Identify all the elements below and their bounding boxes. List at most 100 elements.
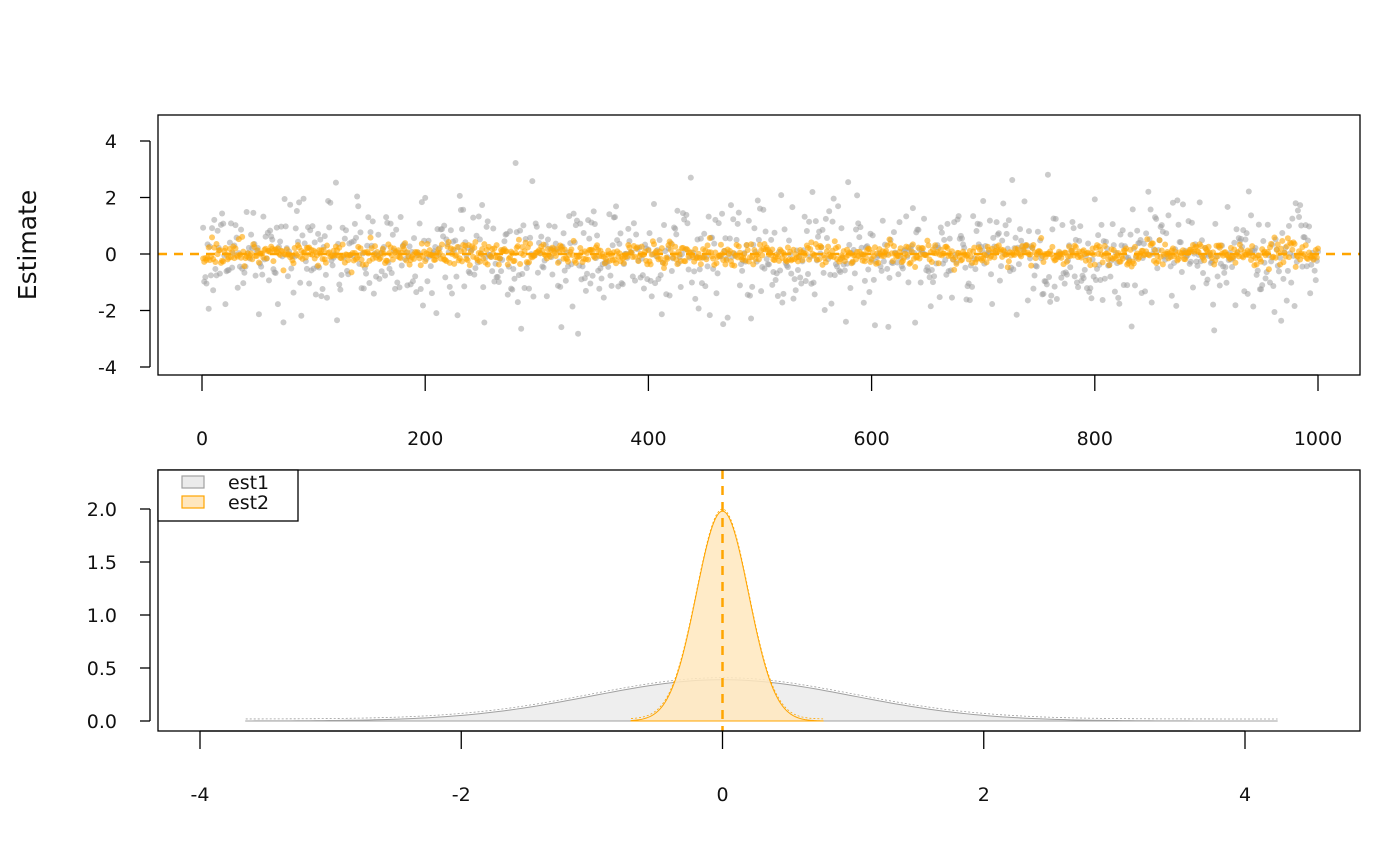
- point-est1: [355, 203, 362, 210]
- point-est2: [1023, 242, 1030, 249]
- point-est1: [214, 227, 221, 234]
- point-est2: [1292, 263, 1299, 270]
- point-est1: [1012, 234, 1019, 241]
- point-est1: [633, 231, 640, 238]
- point-est2: [471, 244, 478, 251]
- x-tick-label-top: 800: [1077, 428, 1113, 450]
- point-est1: [1283, 297, 1290, 304]
- point-est2: [239, 233, 246, 240]
- point-est1: [587, 280, 594, 287]
- point-est2: [426, 247, 433, 254]
- point-est2: [320, 246, 327, 253]
- point-est1: [428, 290, 435, 297]
- point-est1: [1223, 279, 1230, 286]
- density-est2: [630, 510, 824, 722]
- point-est1: [613, 203, 620, 210]
- point-est1: [546, 222, 553, 229]
- point-est2: [323, 242, 330, 249]
- point-est1: [630, 220, 637, 227]
- point-est1: [774, 292, 781, 299]
- point-est1: [1211, 327, 1218, 334]
- point-est1: [1128, 323, 1135, 330]
- point-est2: [1315, 245, 1321, 252]
- point-est1: [648, 293, 655, 300]
- y-tick-label-bottom: 2.0: [87, 499, 117, 521]
- point-est1: [1109, 221, 1116, 228]
- point-est1: [490, 225, 497, 232]
- point-est2: [216, 247, 223, 254]
- point-est1: [1010, 266, 1017, 273]
- point-est1: [831, 272, 838, 279]
- point-est1: [609, 242, 616, 249]
- point-est1: [1085, 240, 1092, 247]
- point-est2: [1028, 262, 1035, 269]
- point-est1: [768, 236, 775, 243]
- point-est1: [781, 226, 788, 233]
- point-est1: [1148, 299, 1155, 306]
- point-est2: [944, 245, 951, 252]
- point-est1: [293, 208, 300, 215]
- point-est1: [1053, 295, 1060, 302]
- point-est1: [1127, 231, 1134, 238]
- point-est2: [540, 241, 547, 248]
- legend-swatch-est2: [181, 495, 205, 509]
- point-est2: [418, 240, 425, 247]
- point-est1: [847, 284, 854, 291]
- point-est1: [205, 305, 212, 312]
- point-est1: [232, 222, 239, 229]
- point-est1: [619, 281, 626, 288]
- point-est2: [928, 259, 935, 266]
- point-est2: [976, 246, 983, 253]
- point-est1: [1238, 235, 1244, 242]
- point-est1: [691, 268, 698, 275]
- point-est2: [232, 245, 239, 252]
- point-est1: [476, 236, 483, 243]
- point-est1: [363, 270, 370, 277]
- point-est2: [1086, 257, 1093, 264]
- point-est2: [222, 245, 229, 252]
- point-est1: [580, 230, 587, 237]
- point-est2: [459, 258, 466, 265]
- point-est1: [996, 277, 1003, 284]
- point-est1: [354, 193, 361, 200]
- point-est1: [941, 236, 948, 243]
- point-est1: [1278, 317, 1285, 324]
- point-est1: [1169, 199, 1176, 206]
- point-est1: [582, 287, 589, 294]
- point-est2: [322, 259, 329, 266]
- point-est1: [1168, 292, 1175, 299]
- point-est1: [557, 283, 564, 290]
- point-est1: [672, 225, 679, 232]
- point-est1: [1196, 199, 1203, 206]
- point-est1: [815, 233, 822, 240]
- point-est1: [1291, 303, 1298, 310]
- point-est1: [1129, 206, 1136, 213]
- point-est1: [494, 273, 501, 280]
- point-est1: [388, 270, 395, 276]
- point-est1: [1306, 223, 1313, 230]
- point-est2: [466, 262, 473, 269]
- point-est1: [517, 227, 524, 234]
- point-est2: [731, 262, 738, 269]
- point-est1: [210, 287, 217, 294]
- point-est1: [841, 267, 848, 274]
- point-est1: [852, 226, 859, 233]
- point-est1: [980, 198, 987, 205]
- point-est1: [683, 211, 690, 218]
- point-est1: [538, 233, 545, 240]
- point-est1: [495, 278, 502, 285]
- point-est1: [1158, 222, 1165, 229]
- point-est2: [568, 246, 575, 253]
- point-est2: [496, 255, 503, 262]
- point-est1: [879, 217, 886, 224]
- point-est1: [427, 263, 434, 270]
- point-est1: [1221, 269, 1228, 276]
- point-est1: [761, 265, 768, 272]
- point-est1: [549, 271, 556, 278]
- point-est1: [378, 268, 385, 275]
- point-est2: [572, 259, 579, 266]
- point-est2: [784, 244, 791, 251]
- point-est1: [334, 317, 341, 324]
